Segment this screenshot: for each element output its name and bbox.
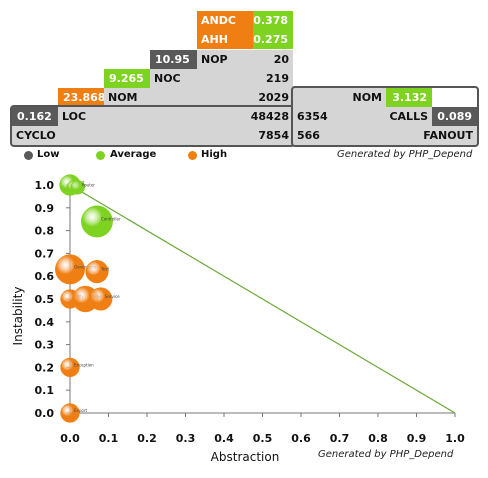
x-tick-label: 0.1 — [99, 432, 119, 445]
pyramid-avg-nom: 23.868 — [58, 88, 104, 107]
x-tick-label: 0.2 — [137, 432, 157, 445]
y-tick-label: 0.8 — [35, 225, 55, 238]
y-tick-label: 0.5 — [35, 293, 55, 306]
pyramid-label-noc: NOC — [150, 69, 197, 88]
x-tick-label: 0.9 — [407, 432, 427, 445]
pyramid-label-ahh: AHH — [197, 30, 253, 49]
pyramid-count-calls: 6354 — [293, 107, 339, 126]
pyramid-count-nop: 20 — [253, 50, 293, 69]
y-tick-label: 0.3 — [35, 339, 55, 352]
pyramid-count-loc: 48428 — [104, 107, 293, 126]
x-tick-label: 0.8 — [368, 432, 388, 445]
high-legend-dot-icon — [188, 151, 197, 160]
pyramid-label-calls: CALLS — [339, 107, 432, 126]
x-tick-label: 0.4 — [214, 432, 234, 445]
pyramid-avg-noc: 9.265 — [104, 69, 150, 88]
pyramid-avg-nop: 10.95 — [150, 50, 197, 69]
bubble-label: Exception — [74, 362, 94, 367]
pyramid-credit: Generated by PHP_Depend — [337, 149, 473, 160]
bubble-point — [60, 357, 80, 378]
chart-credit: Generated by PHP_Depend — [318, 449, 454, 460]
pyramid-count-cyclo: 7854 — [104, 126, 293, 145]
y-tick-label: 0.1 — [35, 384, 55, 397]
pyramid-value-calls: 0.089 — [432, 107, 477, 126]
legend-high-label: High — [201, 149, 228, 160]
pyramid-label-andc: ANDC — [197, 11, 253, 30]
chart-marks: FrontHttpRouterControllerGeneratorsTextP… — [55, 174, 456, 423]
x-axis-label: Abstraction — [211, 450, 280, 464]
pyramid-count-noc: 219 — [197, 69, 293, 88]
bubble-label: Generators — [74, 264, 96, 269]
pyramid-count-nom: 2029 — [150, 88, 293, 107]
y-axis-label: Instability — [11, 287, 25, 346]
bubble-point — [70, 180, 85, 195]
overview-pyramid: ANDC 0.378 AHH 0.275 10.95 NOP 20 9.265 … — [0, 0, 488, 150]
x-tick-label: 0.6 — [291, 432, 311, 445]
average-legend-dot-icon — [96, 151, 105, 160]
pyramid-value-andc: 0.378 — [253, 11, 293, 30]
x-tick-label: 0.0 — [60, 432, 80, 445]
bubble-point — [55, 254, 85, 285]
legend-average-label: Average — [110, 149, 157, 160]
x-tick-label: 0.3 — [176, 432, 196, 445]
legend-low-label: Low — [37, 149, 60, 160]
pyramid-value-ahh: 0.275 — [253, 30, 293, 49]
bubble-label: Controller — [101, 216, 121, 221]
y-tick-label: 0.9 — [35, 202, 55, 215]
pyramid-legend: Low Average High Generated by PHP_Depend — [0, 148, 488, 162]
pyramid-value-coupling-nom: 3.132 — [386, 88, 432, 107]
pyramid-label-nom: NOM — [104, 88, 150, 107]
pyramid-label-coupling-nom: NOM — [293, 88, 386, 107]
y-tick-label: 0.6 — [35, 270, 55, 283]
bubble-point — [60, 403, 80, 423]
y-tick-label: 1.0 — [35, 179, 55, 192]
x-tick-label: 0.7 — [330, 432, 350, 445]
bubble-label: Text — [100, 267, 110, 272]
pyramid-label-nop: NOP — [197, 50, 253, 69]
low-legend-dot-icon — [24, 151, 33, 160]
main-sequence-line — [69, 184, 456, 414]
bubble-point — [89, 287, 113, 311]
chart-axes: 0.0 0.1 0.2 0.3 0.4 0.5 0.6 0.7 0.8 0.9 1.0 0.0 0.1 0… — [35, 179, 466, 445]
bubble-point — [81, 205, 113, 238]
pyramid-label-loc: LOC — [58, 107, 104, 126]
y-tick-label: 0.2 — [35, 361, 55, 374]
y-tick-label: 0.7 — [35, 247, 55, 260]
pyramid-count-fanout: 566 — [293, 126, 339, 145]
bubble-label: Export — [74, 408, 88, 413]
pyramid-label-cyclo: CYCLO — [12, 126, 104, 145]
pyramid-label-fanout: FANOUT — [339, 126, 477, 145]
bubble-label: Router — [82, 182, 96, 187]
y-tick-label: 0.4 — [35, 316, 55, 329]
y-tick-label: 0.0 — [35, 407, 55, 420]
bubble-label: Service — [105, 294, 120, 299]
bubble-point — [85, 260, 109, 284]
x-tick-label: 1.0 — [445, 432, 465, 445]
coupling-frame — [291, 86, 479, 147]
x-tick-label: 0.5 — [253, 432, 273, 445]
pyramid-avg-loc: 0.162 — [12, 107, 58, 126]
